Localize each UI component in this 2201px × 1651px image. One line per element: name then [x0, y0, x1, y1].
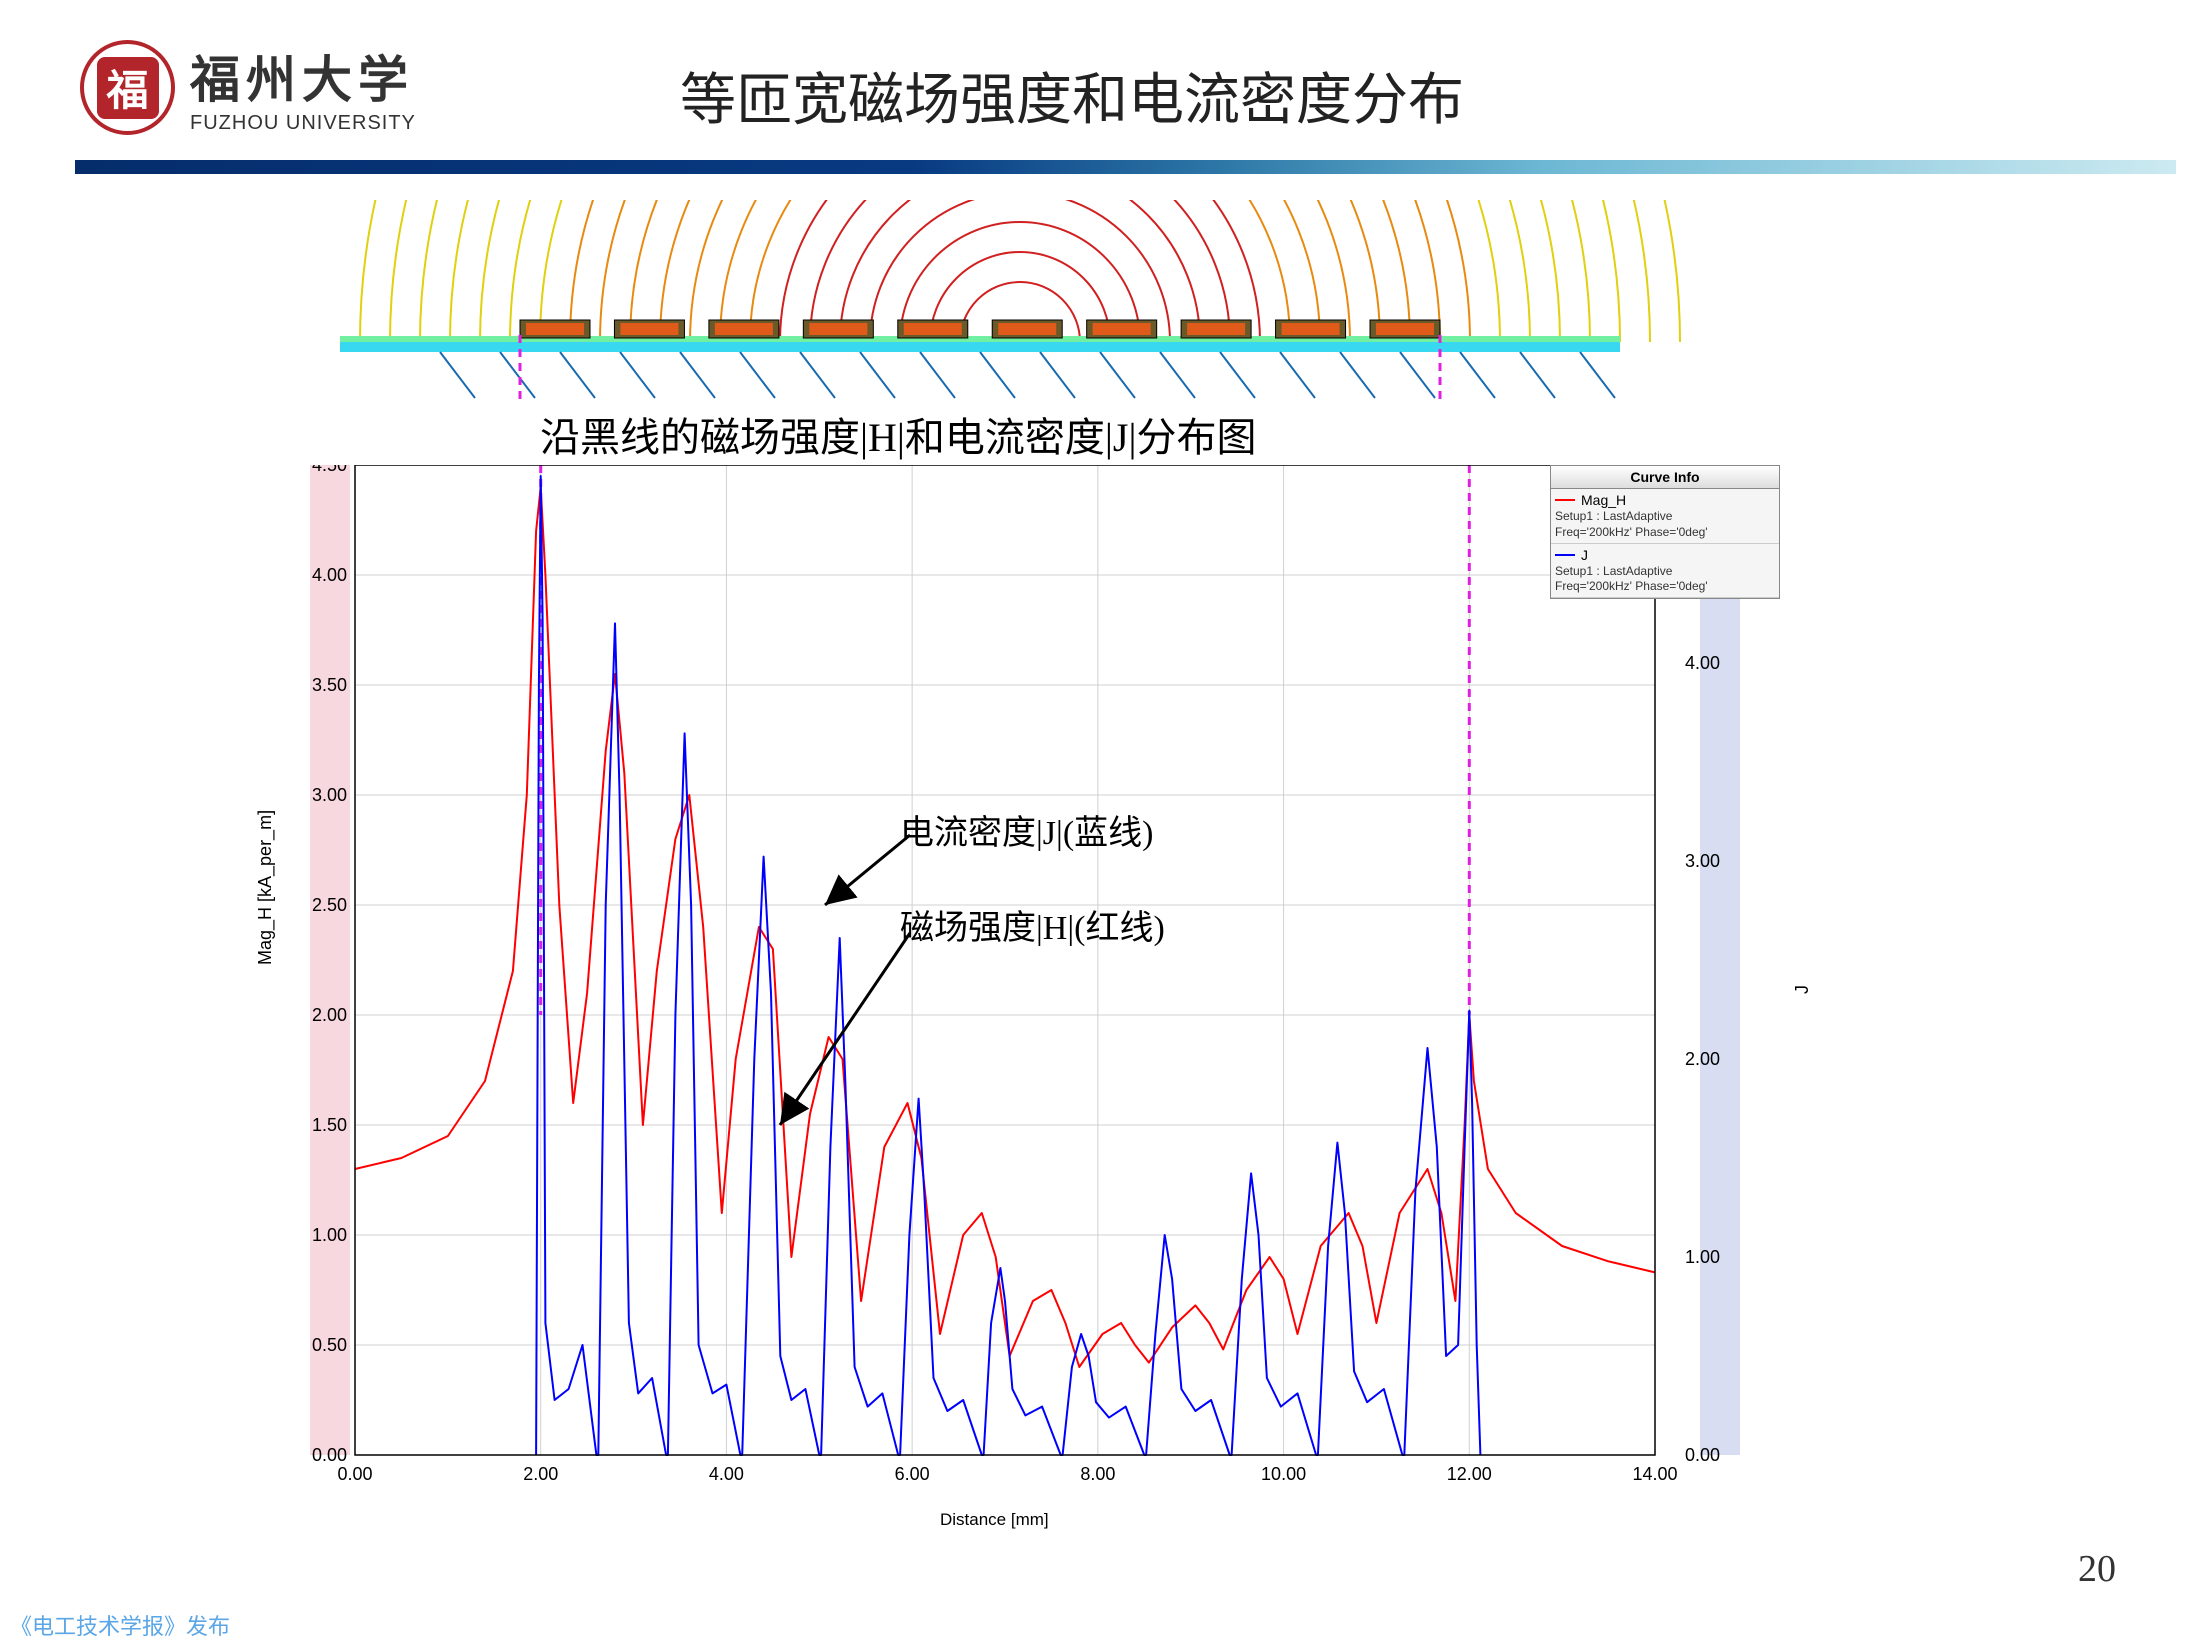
svg-text:12.00: 12.00 [1447, 1464, 1492, 1484]
university-name-en: FUZHOU UNIVERSITY [190, 112, 416, 135]
legend-swatch-red [1555, 499, 1575, 501]
svg-text:2.00: 2.00 [523, 1464, 558, 1484]
slide-header: 福 福州大学 FUZHOU UNIVERSITY 等匝宽磁场强度和电流密度分布 [0, 40, 2201, 160]
y-left-axis-label: Mag_H [kA_per_m] [255, 810, 276, 965]
header-divider [75, 160, 2176, 174]
svg-text:10.00: 10.00 [1261, 1464, 1306, 1484]
line-chart: 0.00 2.00 4.00 6.00 8.00 10.00 12.00 14.00 0.00 0… [260, 465, 1720, 1525]
svg-text:1.00E+007: 1.00E+007 [1685, 1247, 1720, 1267]
svg-text:3.00E+007: 3.00E+007 [1685, 851, 1720, 871]
legend-sub-1a: Setup1 : LastAdaptive [1555, 564, 1775, 580]
footer-text: 《电工技术学报》发布 [10, 1609, 230, 1641]
university-name-block: 福州大学 FUZHOU UNIVERSITY [190, 40, 416, 135]
chart-caption: 沿黑线的磁场强度|H|和电流密度|J|分布图 [540, 405, 1256, 463]
logo-character: 福 [97, 57, 159, 119]
svg-text:2.50: 2.50 [312, 895, 347, 915]
svg-text:3.00: 3.00 [312, 785, 347, 805]
svg-text:4.00: 4.00 [312, 565, 347, 585]
svg-text:3.50: 3.50 [312, 675, 347, 695]
legend-series-name-0: Mag_H [1581, 491, 1626, 509]
svg-text:0.00E+000: 0.00E+000 [1685, 1445, 1720, 1465]
svg-text:8.00: 8.00 [1080, 1464, 1115, 1484]
university-seal: 福 [80, 40, 175, 135]
y-right-axis-label: J [1792, 985, 1813, 994]
svg-text:4.50: 4.50 [312, 465, 347, 475]
x-axis-label: Distance [mm] [940, 1510, 1049, 1530]
svg-text:14.00: 14.00 [1632, 1464, 1677, 1484]
slide-title: 等匝宽磁场强度和电流密度分布 [680, 55, 1464, 136]
annotation-j: 电流密度|J|(蓝线) [900, 805, 1154, 854]
legend-box: Curve Info Mag_H Setup1 : LastAdaptive F… [1550, 465, 1780, 599]
svg-text:0.00: 0.00 [312, 1445, 347, 1465]
legend-row: J Setup1 : LastAdaptive Freq='200kHz' Ph… [1551, 544, 1779, 598]
field-contour-diagram [260, 200, 1700, 400]
svg-text:1.00: 1.00 [312, 1225, 347, 1245]
university-logo-block: 福 福州大学 FUZHOU UNIVERSITY [80, 40, 416, 135]
legend-sub-1b: Freq='200kHz' Phase='0deg' [1555, 579, 1775, 595]
svg-text:6.00: 6.00 [895, 1464, 930, 1484]
legend-swatch-blue [1555, 554, 1575, 556]
legend-series-name-1: J [1581, 546, 1588, 564]
svg-text:2.00E+007: 2.00E+007 [1685, 1049, 1720, 1069]
svg-text:0.50: 0.50 [312, 1335, 347, 1355]
annotation-h: 磁场强度|H|(红线) [900, 900, 1165, 949]
legend-sub-0a: Setup1 : LastAdaptive [1555, 509, 1775, 525]
page-number: 20 [2078, 1547, 2116, 1591]
svg-text:4.00: 4.00 [709, 1464, 744, 1484]
legend-row: Mag_H Setup1 : LastAdaptive Freq='200kHz… [1551, 489, 1779, 543]
svg-text:4.00E+007: 4.00E+007 [1685, 653, 1720, 673]
svg-text:1.50: 1.50 [312, 1115, 347, 1135]
legend-title: Curve Info [1551, 466, 1779, 489]
university-name-cn: 福州大学 [190, 40, 416, 112]
svg-text:2.00: 2.00 [312, 1005, 347, 1025]
svg-text:0.00: 0.00 [337, 1464, 372, 1484]
legend-sub-0b: Freq='200kHz' Phase='0deg' [1555, 525, 1775, 541]
